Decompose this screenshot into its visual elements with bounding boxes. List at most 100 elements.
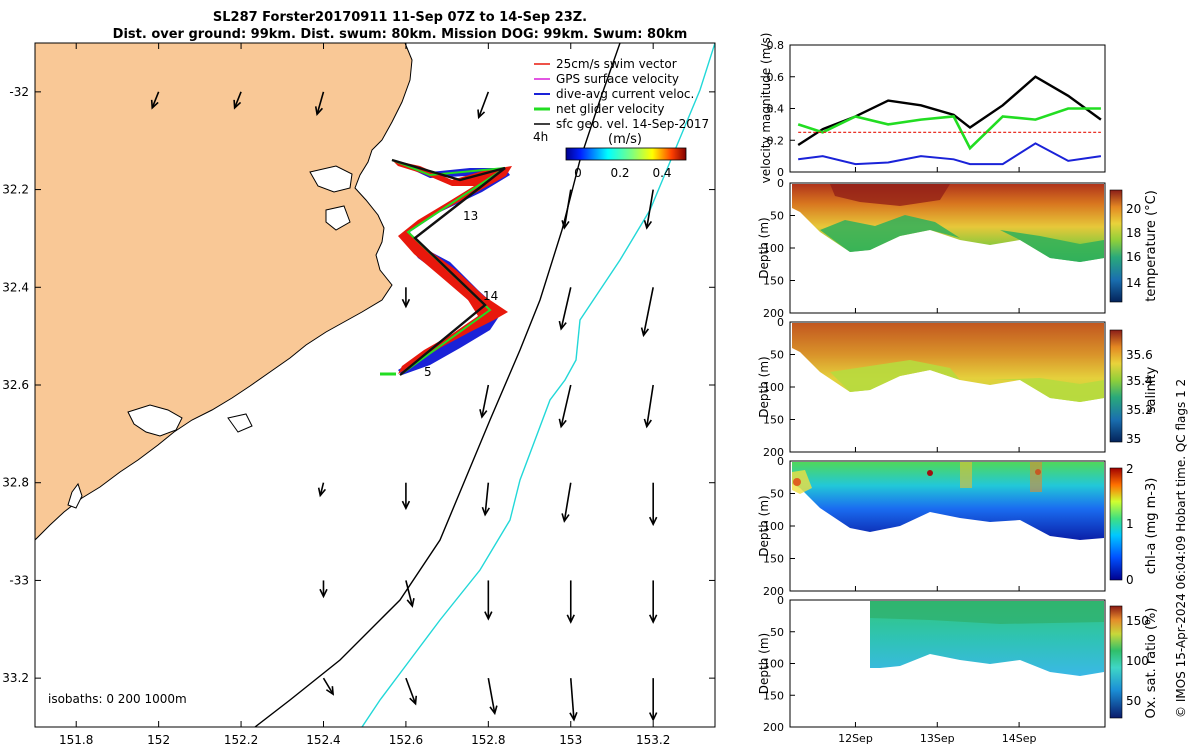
velocity-vector-head	[484, 611, 493, 621]
velocity-vector-head	[319, 588, 328, 599]
x-tick-label: 152.6	[389, 733, 423, 747]
velocity-vector-head	[406, 598, 415, 608]
section-ylabel: Depth (m)	[757, 356, 771, 417]
y-tick-label: 200	[763, 307, 784, 320]
x-tick-label: 153	[559, 733, 582, 747]
y-tick-label: 100	[763, 520, 784, 533]
velocity-vector-head	[325, 686, 335, 696]
y-tick-label: -33	[9, 573, 29, 587]
temperature-colorbar	[1109, 189, 1123, 303]
lake-4	[325, 205, 351, 231]
x-tick-label: 152.4	[306, 733, 340, 747]
velocity-vector-head	[317, 487, 327, 498]
velocity-vector-head	[150, 99, 159, 110]
section-ylabel: Depth (m)	[757, 633, 771, 694]
time-tick-label: 13Sep	[920, 732, 955, 745]
map-legend: 25cm/s swim vector GPS surface velocity …	[533, 57, 709, 180]
y-tick-label: 0	[777, 166, 784, 179]
lake-2	[67, 482, 83, 509]
velocity-vector-head	[561, 513, 570, 523]
y-tick-label: 50	[770, 349, 784, 362]
velocity-y-axis: 0 0.2 0.4 0.6 0.8	[767, 39, 795, 179]
velocity-vector-head	[401, 500, 411, 511]
colorbar-tick: 1	[1126, 517, 1134, 531]
y-tick-label: 150	[763, 275, 784, 288]
section-axis: 0 50 100 150 200 Depth (m)	[757, 594, 795, 734]
y-tick-label: 50	[770, 210, 784, 223]
x-tick-label: 152.8	[471, 733, 505, 747]
velocity-vector	[151, 91, 160, 109]
waypoint-label: 14	[483, 289, 498, 303]
y-tick-label: 32.6	[2, 378, 29, 392]
y-tick-label: 100	[763, 658, 784, 671]
x-tick-label: 152	[147, 733, 170, 747]
y-tick-label: 150	[763, 414, 784, 427]
colorbar-tick: 0	[1126, 573, 1134, 587]
velocity-vector-head	[648, 614, 658, 624]
velocity-vector-head	[489, 705, 498, 716]
oxygen-section: 0 50 100 150 200 Depth (m) 150 100 50 Ox. sat…	[757, 594, 1159, 734]
land-mass	[35, 43, 413, 541]
y-tick-label: 32.8	[2, 476, 29, 490]
legend-label: GPS surface velocity	[556, 72, 679, 86]
velocity-line	[797, 107, 1101, 151]
velocity-vector-head	[558, 418, 567, 429]
velocity-vector	[645, 189, 654, 229]
time-tick-label: 12Sep	[838, 732, 873, 745]
velocity-vector	[319, 482, 325, 496]
velocity-frame	[789, 44, 1106, 173]
y-tick-label: 0.6	[767, 71, 785, 84]
colorbar-tick: 2	[1126, 462, 1134, 476]
velocity-vector	[316, 91, 325, 115]
y-tick-label: 50	[770, 488, 784, 501]
title-line-2: Dist. over ground: 99km. Dist. swum: 80k…	[112, 27, 688, 42]
y-tick-label: 150	[763, 553, 784, 566]
time-axis: 12Sep 13Sep 14Sep	[838, 167, 1036, 745]
figure-title: SL287 Forster20170911 11-Sep 07Z to 14-S…	[0, 9, 800, 43]
x-tick-label: 152.2	[224, 733, 258, 747]
chla-high-patch	[792, 470, 812, 494]
chla-hotspot	[927, 470, 933, 476]
velocity-vector	[233, 91, 242, 109]
y-tick-label: 200	[763, 585, 784, 598]
velocity-vector-head	[479, 409, 488, 419]
colorbar-tick: 0.2	[610, 166, 629, 180]
chla-field	[792, 462, 1104, 540]
y-tick-label: 32.2	[2, 183, 29, 197]
y-tick-label: -32	[9, 85, 29, 99]
temperature-cool-patch	[820, 215, 960, 252]
legend-note: 4h	[533, 130, 548, 144]
colorbar-tick: 35	[1126, 432, 1141, 446]
salinity-fresh-patch	[990, 378, 1104, 402]
legend-label: sfc geo. vel. 14-Sep-2017	[556, 117, 709, 131]
chla-high-patch	[960, 462, 972, 488]
y-tick-label: 150	[763, 689, 784, 702]
velocity-series	[797, 75, 1102, 166]
colorbar-tick: 150	[1126, 614, 1149, 628]
y-tick-label: 0	[777, 177, 784, 190]
velocity-vector	[645, 384, 654, 427]
chla-high-patch	[1030, 462, 1042, 492]
y-tick-label: 0.4	[767, 103, 785, 116]
velocity-line	[798, 142, 1102, 166]
title-line-1: SL287 Forster20170911 11-Sep 07Z to 14-S…	[212, 10, 588, 25]
time-tick-label: 14Sep	[1002, 732, 1037, 745]
colorbar-tick: 50	[1126, 694, 1141, 708]
legend-label: 25cm/s swim vector	[556, 57, 677, 71]
lake-3	[309, 165, 353, 193]
temperature-section: 0 50 100 150 200 Depth (m) 20 18 16 14 temper…	[757, 177, 1159, 320]
velocity-vector	[405, 677, 417, 705]
y-tick-label: 0.8	[767, 39, 785, 52]
glider-track: 13 14 5	[380, 158, 512, 379]
chla-section: 0 50 100 150 200 Depth (m) 2 1 0 chl-a (mg m-…	[757, 455, 1159, 598]
y-tick-label: 33.2	[2, 671, 29, 685]
velocity-vector	[560, 287, 572, 330]
waypoint-label: 5	[424, 365, 432, 379]
net-glider-velocity-line	[391, 159, 506, 376]
map-y-axis: -32 32.2 32.4 32.6 32.8 -33 33.2	[2, 85, 715, 685]
velocity-vector-head	[233, 99, 242, 110]
map-x-axis: 151.8 152 152.2 152.4 152.6 152.8 153 153.2	[59, 43, 670, 747]
velocity-vector	[563, 189, 572, 229]
y-tick-label: 32.4	[2, 280, 29, 294]
